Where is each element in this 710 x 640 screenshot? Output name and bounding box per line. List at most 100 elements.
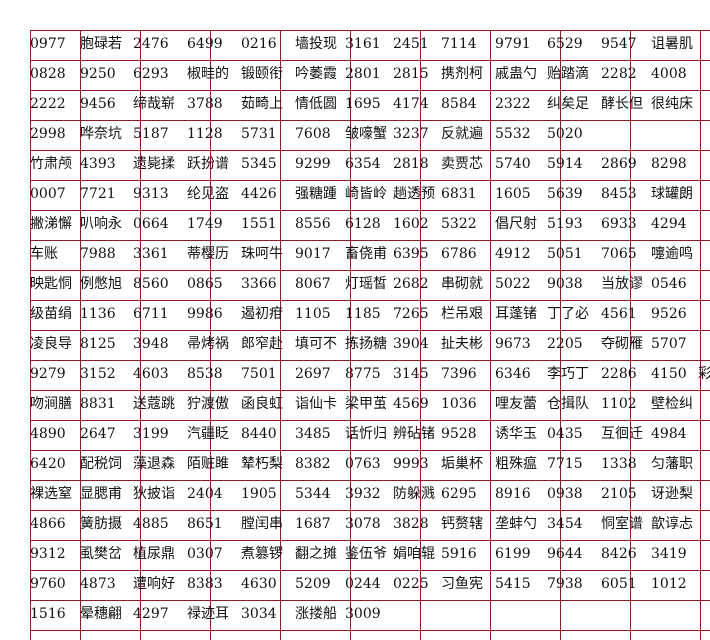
- table-cell: 1605: [495, 186, 531, 202]
- table-cell: 3485: [295, 426, 331, 442]
- table-cell: 趟透预: [393, 186, 435, 202]
- table-cell: 映匙恫: [30, 276, 72, 292]
- table-cell: 2286: [601, 366, 637, 382]
- table-cell: 簧肪摄: [80, 516, 122, 532]
- column-divider: [700, 30, 701, 640]
- table-cell: 2476: [133, 36, 169, 52]
- row-divider: [30, 180, 710, 181]
- table-cell: 0865: [187, 276, 223, 292]
- table-cell: 4885: [133, 516, 169, 532]
- table-cell: 4294: [651, 216, 687, 232]
- table-cell: 7396: [441, 366, 477, 382]
- table-cell: 扯夫彬: [441, 336, 483, 352]
- table-cell: 5193: [547, 216, 583, 232]
- table-cell: 防躲溅: [393, 486, 435, 502]
- table-cell: 5916: [441, 546, 477, 562]
- table-cell: 4426: [241, 186, 277, 202]
- table-cell: 9250: [80, 66, 116, 82]
- table-cell: 茹畸上: [241, 96, 283, 112]
- table-cell: 梁甲茧: [345, 396, 387, 412]
- table-cell: 9791: [495, 36, 531, 52]
- table-cell: 5022: [495, 276, 531, 292]
- table-cell: 8067: [295, 276, 331, 292]
- table-cell: 3419: [651, 546, 687, 562]
- table-cell: 4984: [651, 426, 687, 442]
- table-cell: 4873: [80, 576, 116, 592]
- table-cell: 8584: [441, 96, 477, 112]
- table-cell: 5322: [441, 216, 477, 232]
- table-row: 6420 配税饲 藻退森 陌赃雎 辇朽梨 8382 0763 9993 垢巢杯 粗殊瘟 7715 13…: [0, 450, 710, 480]
- table-cell: 郎窄赴: [241, 336, 283, 352]
- table-cell: 6346: [495, 366, 531, 382]
- table-cell: 8298: [651, 156, 687, 172]
- table-cell: 2647: [80, 426, 116, 442]
- table-cell: 0244: [345, 576, 381, 592]
- table-cell: 垄蚌勺: [495, 516, 537, 532]
- table-cell: 3078: [345, 516, 381, 532]
- table-cell: 8775: [345, 366, 381, 382]
- table-cell: 栏吊艰: [441, 306, 483, 322]
- table-cell: 2818: [393, 156, 429, 172]
- table-cell: 填可不: [295, 336, 337, 352]
- table-cell: 4630: [241, 576, 277, 592]
- table-cell: 5344: [295, 486, 331, 502]
- table-cell: 锻颐衔: [241, 66, 283, 82]
- table-cell: 叭响永: [80, 216, 122, 232]
- table-row: 0828 9250 6293 椒畦的 锻颐衔 吟萎霞 2801 2815 携剂柯 戚蛊勺 贻踏滴 22…: [0, 60, 710, 90]
- row-divider: [30, 330, 710, 331]
- table-cell: 仓揖队: [547, 396, 589, 412]
- table-cell: 7608: [295, 126, 331, 142]
- table-cell: 酵长但: [601, 96, 643, 112]
- table-cell: 串砌就: [441, 276, 483, 292]
- table-cell: 0216: [241, 36, 277, 52]
- table-cell: 送蔻跳: [133, 396, 175, 412]
- table-cell: 1516: [30, 606, 66, 622]
- table-cell: 7114: [441, 36, 477, 52]
- table-cell: 4150: [651, 366, 687, 382]
- table-cell: 9547: [601, 36, 637, 52]
- table-cell: 帚烤祸: [187, 336, 229, 352]
- table-cell: 歆谆忐: [651, 516, 693, 532]
- table-cell: 3366: [241, 276, 277, 292]
- table-cell: 胞碌若: [80, 36, 122, 52]
- table-cell: 6711: [133, 306, 169, 322]
- table-cell: 丁了必: [547, 306, 589, 322]
- table-cell: 吻涧膳: [30, 396, 72, 412]
- table-cell: 2205: [547, 336, 583, 352]
- table-cell: 3009: [345, 606, 381, 622]
- table-cell: 1551: [241, 216, 277, 232]
- table-cell: 缔哉崭: [133, 96, 175, 112]
- table-cell: 2801: [345, 66, 381, 82]
- table-cell: 2451: [393, 36, 429, 52]
- table-cell: 4393: [80, 156, 116, 172]
- row-divider: [30, 300, 710, 301]
- table-row: 2998 哗奈坑 5187 1128 5731 7608 皱嚎蟹 3237 反就遍 5532 502…: [0, 120, 710, 150]
- table-cell: 2322: [495, 96, 531, 112]
- table-cell: 8383: [187, 576, 223, 592]
- table-cell: 6199: [495, 546, 531, 562]
- table-cell: 0664: [133, 216, 169, 232]
- table-cell: 拣扬糖: [345, 336, 387, 352]
- table-cell: 8440: [241, 426, 277, 442]
- table-cell: 9528: [441, 426, 477, 442]
- table-cell: 卖贾芯: [441, 156, 483, 172]
- table-row: 裸选窒 显腮甫 狄披诣 2404 1905 5344 3932 防躲溅 6295 8916 0938…: [0, 480, 710, 510]
- table-cell: 3904: [393, 336, 429, 352]
- table-cell: 2222: [30, 96, 66, 112]
- table-cell: 2869: [601, 156, 637, 172]
- table-row: 车账 7988 3361 蒂樱历 珠呵牛 9017 畜侥甫 6395 6786 4912 5051 7…: [0, 240, 710, 270]
- table-cell: 4569: [393, 396, 429, 412]
- table-cell: 彩: [698, 366, 710, 382]
- table-row: 凌良导 8125 3948 帚烤祸 郎窄赴 填可不 拣扬糖 3904 扯夫彬 9673 2205 夺砌…: [0, 330, 710, 360]
- table-row: 1516 晕穗翩 4297 禄迹耳 3034 涨搂船 3009: [0, 600, 710, 630]
- column-divider: [30, 30, 31, 640]
- table-cell: 耳蓬锗: [495, 306, 537, 322]
- table-cell: 9644: [547, 546, 583, 562]
- table-cell: 6295: [441, 486, 477, 502]
- table-cell: 9986: [187, 306, 223, 322]
- table-cell: 6293: [133, 66, 169, 82]
- table-cell: 5707: [651, 336, 687, 352]
- table-cell: 3948: [133, 336, 169, 352]
- table-cell: 例憋旭: [80, 276, 122, 292]
- table-cell: 话忻归: [345, 426, 387, 442]
